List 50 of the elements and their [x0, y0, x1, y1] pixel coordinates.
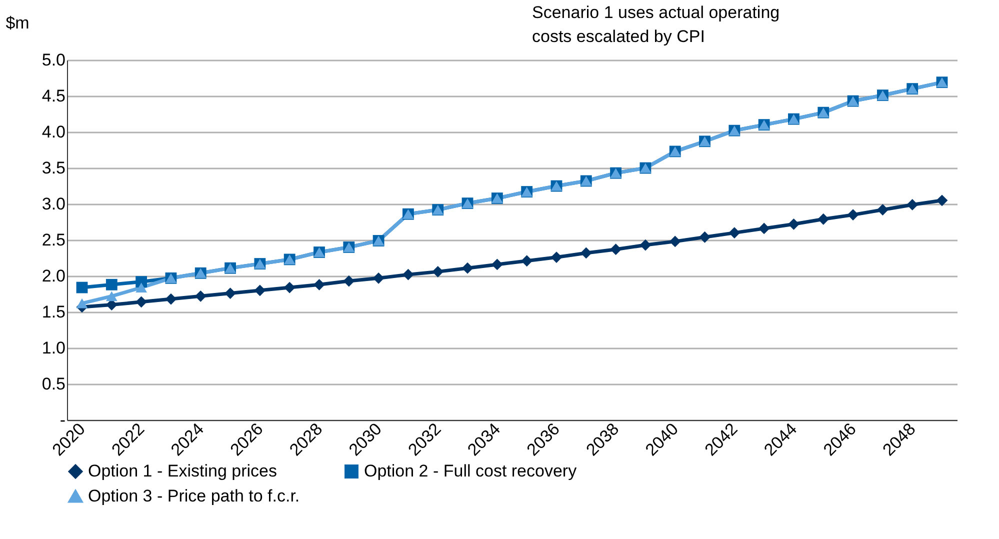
y-tick-label: 1.5 [42, 302, 66, 322]
y-tick-label: 0.5 [42, 374, 66, 394]
y-tick-label: 4.0 [42, 122, 66, 142]
point [136, 282, 148, 292]
point [136, 296, 148, 308]
point [76, 282, 88, 294]
y-tick-label: - [60, 410, 66, 430]
legend-label: Option 3 - Price path to f.c.r. [88, 486, 300, 506]
point [936, 194, 948, 206]
point [580, 247, 592, 259]
point [788, 218, 800, 230]
point [136, 276, 148, 288]
point [758, 222, 770, 234]
y-axis-title: $m [6, 14, 30, 32]
y-tick-label: 2.5 [42, 230, 66, 250]
point [254, 284, 266, 296]
point [728, 227, 740, 238]
point [462, 262, 474, 274]
y-tick-label: 3.0 [42, 194, 66, 214]
point [640, 239, 652, 251]
point [76, 298, 88, 308]
point [402, 268, 414, 280]
point [106, 291, 118, 302]
point [818, 213, 830, 225]
point [906, 199, 918, 210]
point [876, 204, 888, 216]
point [491, 258, 503, 270]
point [669, 236, 681, 248]
point [699, 231, 710, 243]
y-tick-label: 2.0 [42, 266, 66, 286]
text: Scenario 1 uses actual operating costs escalated by CPI [532, 3, 780, 46]
point [165, 293, 177, 305]
point [106, 278, 118, 290]
point [224, 288, 236, 299]
point [284, 282, 296, 294]
point [314, 278, 325, 290]
legend-label: Option 1 - Existing prices [88, 462, 277, 481]
point [521, 255, 533, 267]
y-tick-label: 5.0 [42, 50, 66, 70]
point [343, 275, 355, 287]
legend-label: Option 2 - Full cost recovery [364, 462, 578, 481]
y-tick-label: 3.5 [42, 158, 66, 178]
point [550, 252, 562, 263]
point [610, 244, 622, 256]
point [847, 209, 859, 220]
point [432, 266, 444, 278]
point [194, 290, 206, 302]
point [372, 272, 384, 284]
y-tick-label: 4.5 [42, 86, 66, 106]
y-tick-label: 1.0 [42, 338, 66, 358]
